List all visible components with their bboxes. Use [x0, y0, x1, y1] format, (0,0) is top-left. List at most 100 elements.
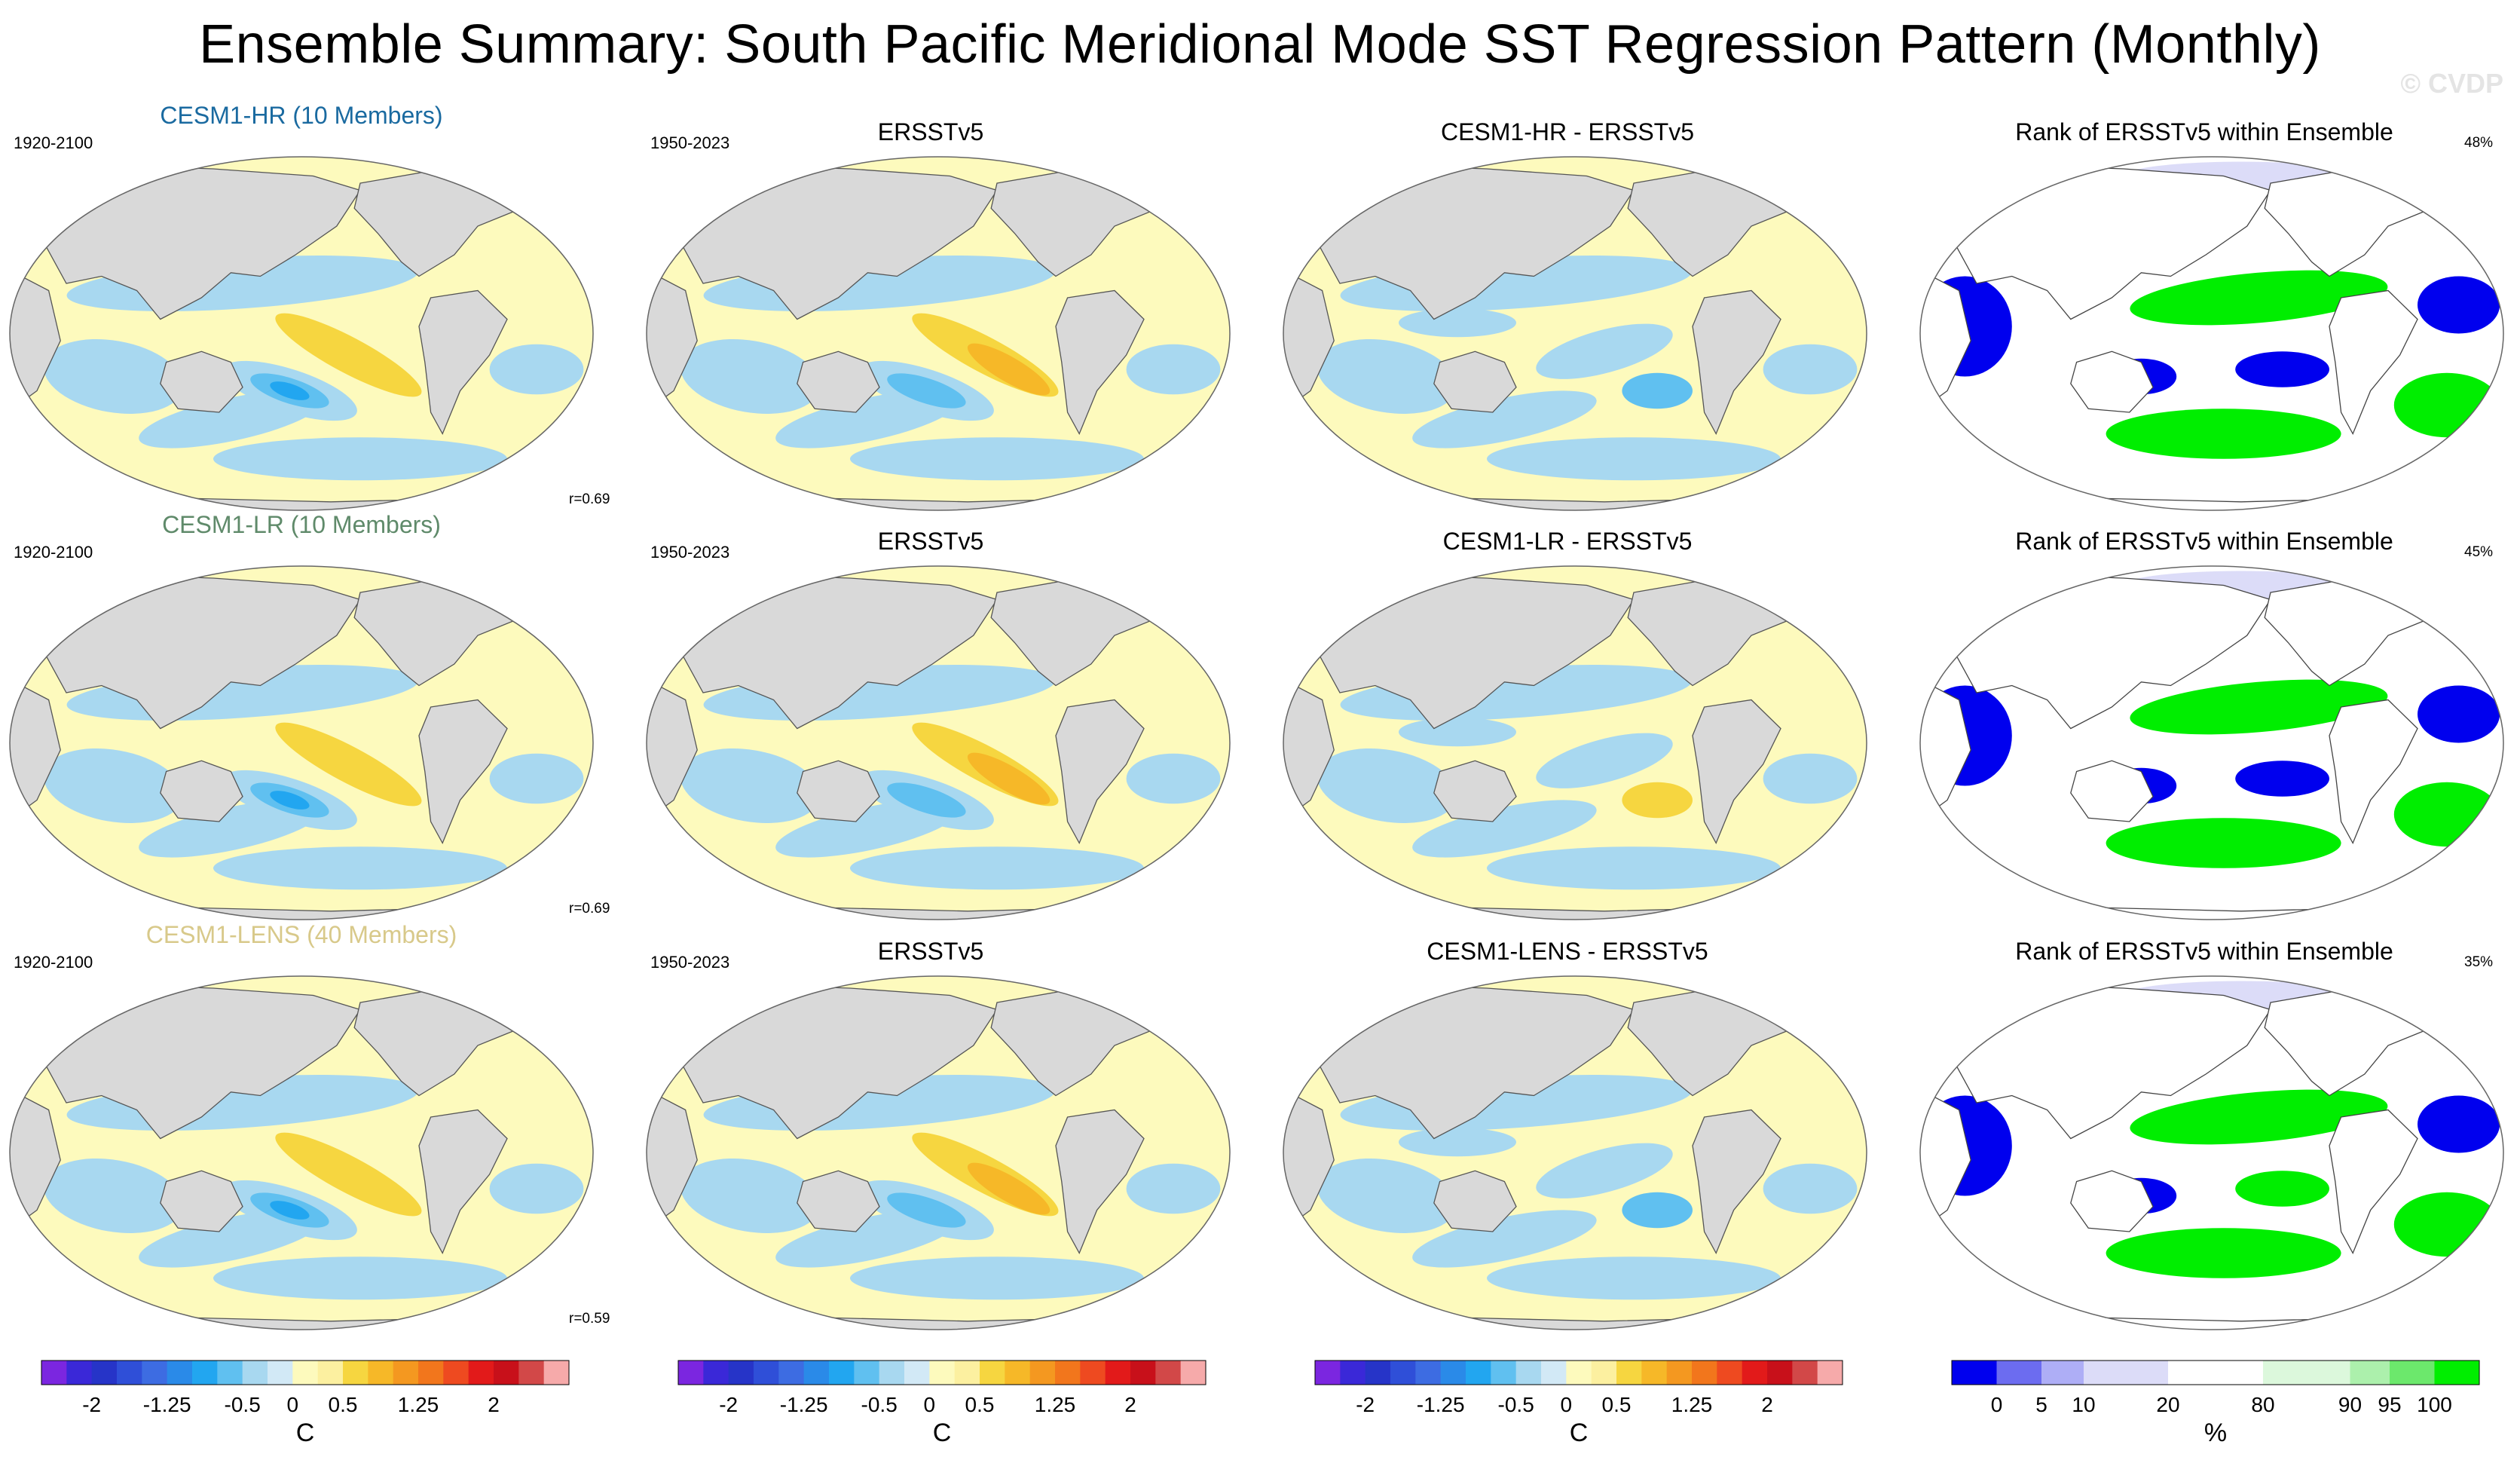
colorbar-swatch [2168, 1361, 2264, 1385]
rank-high-south [2106, 818, 2341, 868]
land-greenland [2405, 980, 2460, 1011]
cool-atlantic [1763, 344, 1858, 395]
colorbar-swatch [1365, 1361, 1391, 1385]
land-australia [2070, 760, 2154, 822]
land-europe [1833, 598, 1867, 672]
diff-cool-wp [1399, 718, 1516, 747]
map-border [1919, 156, 2504, 511]
colorbar-swatch [1080, 1361, 1106, 1385]
colorbar-swatch [1005, 1361, 1031, 1385]
colorbar-swatch [778, 1361, 805, 1385]
diff-title: CESM1-HR - ERSSTv5 [1440, 118, 1695, 145]
cool-tasman [1412, 800, 1597, 858]
colorbar-tick-label: 2 [1761, 1393, 1773, 1416]
land-greenland [2405, 570, 2460, 601]
colorbar-tick-label: -1.25 [143, 1393, 191, 1416]
model-map [9, 975, 594, 1330]
rank-high-tropical [2130, 1089, 2388, 1145]
cool-indian [680, 748, 820, 824]
colorbar-tick-label: 1.25 [1671, 1393, 1713, 1416]
colorbar-swatch [1105, 1361, 1131, 1385]
colorbar-tick-label: 80 [2251, 1393, 2274, 1416]
land-australia [1433, 350, 1517, 413]
cool-atlantic [1126, 753, 1221, 804]
land-samerica [1692, 699, 1781, 845]
pattern-correlation: r=0.69 [569, 901, 610, 917]
cool-indian [1317, 338, 1457, 415]
colorbar-tick-label: 20 [2156, 1393, 2179, 1416]
colorbar-swatch [678, 1361, 704, 1385]
spmm-cool-core [270, 791, 310, 810]
colorbar-swatch [904, 1361, 930, 1385]
obs-map [646, 156, 1231, 511]
obs-map [646, 975, 1231, 1330]
colorbar-tick-label: 0.5 [1602, 1393, 1632, 1416]
obs-period: 1950-2023 [650, 133, 730, 152]
colorbar-tick-label: 95 [2378, 1393, 2401, 1416]
colorbar-tick-label: 10 [2072, 1393, 2095, 1416]
map-border [646, 565, 1231, 920]
colorbar-swatch [1996, 1361, 2042, 1385]
colorbar-swatch [1767, 1361, 1793, 1385]
diff-map [1283, 565, 1867, 920]
diff-core [1622, 782, 1693, 819]
map-border [1283, 975, 1867, 1330]
land-africa [10, 1087, 61, 1233]
colorbar-tick-label: 1.25 [1035, 1393, 1076, 1416]
rank-map [1919, 975, 2504, 1330]
figure-title: Ensemble Summary: South Pacific Meridion… [199, 14, 2321, 75]
obs-title: ERSSTv5 [877, 118, 984, 145]
rank-sp [2235, 351, 2329, 387]
colorbar-swatch [1616, 1361, 1642, 1385]
cool-indian [43, 1158, 183, 1234]
map-border [9, 565, 594, 920]
land-australia [160, 760, 243, 822]
land-europe [559, 189, 593, 263]
land-australia [1433, 760, 1517, 822]
land-australia [797, 350, 880, 413]
rank-high-atlantic [2393, 782, 2500, 847]
colorbar-swatch [1390, 1361, 1416, 1385]
colorbar-unit: C [933, 1419, 952, 1447]
rank-title: Rank of ERSSTv5 within Ensemble [2015, 528, 2393, 555]
land-europe [1196, 1009, 1230, 1082]
land-europe [1833, 189, 1867, 263]
colorbar-swatch [1792, 1361, 1818, 1385]
rank-low-atlantic [2418, 685, 2500, 743]
colorbar-tick-label: 90 [2338, 1393, 2362, 1416]
land-africa [1920, 268, 1971, 414]
colorbar-swatch [543, 1361, 570, 1385]
land-greenland [494, 161, 549, 191]
colorbar-tick-label: 0 [1991, 1393, 2003, 1416]
diff-core [1622, 1192, 1693, 1229]
diff-map [1283, 156, 1867, 511]
colorbar-swatch [393, 1361, 419, 1385]
cool-atlantic [489, 344, 584, 395]
colorbar-swatch [494, 1361, 519, 1385]
land-australia [2070, 350, 2154, 413]
colorbar-swatch [343, 1361, 369, 1385]
model-title: CESM1-HR (10 Members) [160, 102, 443, 129]
diff-map [1283, 975, 1867, 1330]
land-greenland [1768, 980, 1823, 1011]
colorbar-swatch [117, 1361, 142, 1385]
sst-colorbar-model: -2 -1.25 -0.5 0 0.5 1.25 2 C [41, 1360, 570, 1447]
colorbar-swatch [2263, 1361, 2350, 1385]
land-samerica [418, 289, 508, 436]
model-map [9, 156, 594, 511]
land-samerica [1692, 1109, 1781, 1255]
colorbar-swatch [2434, 1361, 2480, 1385]
cool-atlantic [489, 1163, 584, 1214]
land-africa [1283, 268, 1335, 414]
colorbar-swatch [854, 1361, 880, 1385]
diff-title: CESM1-LENS - ERSSTv5 [1427, 938, 1708, 965]
land-asia [36, 574, 362, 730]
land-greenland [2405, 161, 2460, 191]
land-asia [36, 164, 362, 320]
rank-percent: 35% [2464, 954, 2494, 970]
diff-cool-sp [1536, 1143, 1673, 1198]
land-africa [1920, 1087, 1971, 1233]
colorbar-swatch [2084, 1361, 2169, 1385]
land-australia [160, 350, 243, 413]
spmm-warm-core [967, 752, 1051, 805]
